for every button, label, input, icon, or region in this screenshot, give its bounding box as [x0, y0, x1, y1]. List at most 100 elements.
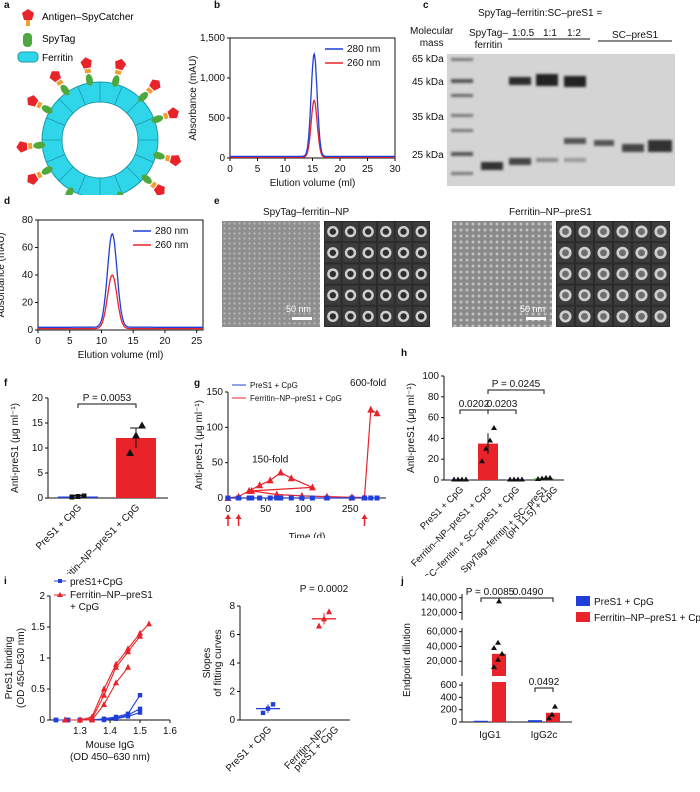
data-point: [316, 622, 322, 629]
legend-label: 260 nm: [155, 240, 188, 251]
legend-marker: [57, 592, 63, 597]
y-tick-label: 2: [39, 591, 45, 602]
significance-bracket: [77, 403, 137, 408]
x-tick-label: 250: [342, 504, 359, 515]
y-tick-label: 1,000: [200, 73, 225, 84]
particle-core: [329, 228, 337, 235]
data-point: [547, 474, 553, 480]
antigen-mark: [149, 79, 161, 91]
y-tick-label: 60: [428, 413, 440, 424]
ferritin-ring: [16, 57, 182, 195]
particle-core: [382, 313, 390, 320]
y-tick-label: 40: [22, 270, 34, 281]
particle-core: [638, 270, 645, 278]
p-value: 0.0492: [529, 677, 560, 688]
data-point: [549, 711, 555, 717]
particle-core: [382, 292, 390, 299]
fold-annotation: 600-fold: [350, 378, 386, 389]
data-point: [249, 495, 255, 501]
mass-45: 45 kDa: [412, 77, 444, 88]
data-point: [267, 495, 273, 501]
ferritin-subunit-line: [77, 86, 86, 106]
data-point: [53, 717, 59, 723]
ferritin-subunit-line: [58, 98, 74, 114]
ferritin-subunit-line: [126, 98, 142, 114]
x-tick-label: 1.5: [133, 726, 147, 737]
mass-35: 35 kDa: [412, 112, 444, 123]
p-value: 0.0202: [459, 399, 490, 410]
particle-core: [400, 249, 407, 256]
data-point: [138, 421, 146, 429]
antigen-mark: [115, 58, 127, 71]
chart-d: 0 5 10 15 20 25 0 20 40 60 80 Elution volume (ml) Ab…: [0, 215, 204, 361]
spycatcher-mark: [36, 171, 43, 179]
ferritin-schematic: Antigen–SpyCatcher SpyTag Ferritin: [16, 9, 182, 195]
data-point: [101, 717, 107, 723]
data-point: [236, 495, 242, 501]
p-value: P = 0.0002: [300, 584, 349, 595]
category-label: IgG1: [479, 730, 501, 741]
x-tick-label: 20: [159, 336, 171, 347]
particle-core: [562, 270, 569, 278]
scale-bar-label: 50 nm: [286, 304, 312, 314]
data-point: [349, 495, 355, 501]
data-point: [487, 437, 493, 443]
y-tick-label: 60: [22, 243, 34, 254]
particle-core: [417, 313, 425, 320]
x-tick-label: 10: [279, 164, 291, 175]
em-image-ferritin: 50 nm: [452, 221, 552, 327]
y-tick-label: 0: [39, 715, 45, 726]
particle-core: [638, 312, 645, 320]
y-tick-label: 2: [229, 687, 235, 698]
y-tick-label: 60,000: [426, 627, 457, 638]
x-tick-label: 50: [260, 504, 272, 515]
panel-label-c: c: [423, 0, 429, 11]
legend-swatch: [576, 596, 590, 606]
particle-core: [581, 249, 588, 257]
data-point: [519, 476, 525, 482]
x-tick-label: 15: [128, 336, 140, 347]
x-tick-label: 0: [227, 164, 233, 175]
spytag-mark: [41, 105, 53, 114]
y-tick-label: 1,500: [200, 33, 225, 44]
significance-bracket: [480, 597, 500, 602]
data-point: [491, 644, 497, 650]
data-point: [225, 495, 231, 501]
y-axis-label: Absorbance (mAU): [0, 232, 7, 317]
x-axis-label: Elution volume (ml): [78, 350, 164, 361]
immunization-arrowhead: [235, 514, 242, 519]
mass-25: 25 kDa: [412, 150, 444, 161]
y-tick-label: 100: [422, 371, 439, 382]
particle-core: [562, 312, 569, 320]
x-tick-label: 25: [191, 336, 203, 347]
particle-core: [581, 291, 588, 299]
legend-antigen: Antigen–SpyCatcher: [42, 12, 134, 23]
data-point: [507, 476, 513, 482]
y-tick-label: 100: [206, 422, 223, 433]
spycatcher-mark: [28, 142, 33, 150]
antigen-mark: [27, 173, 39, 185]
antigen-mark: [80, 57, 92, 69]
y-tick-label: 8: [229, 601, 235, 612]
y-axis-label: PreS1 binding: [4, 637, 15, 700]
legend-label: 280 nm: [347, 44, 380, 55]
immunization-arrowhead: [225, 514, 231, 519]
y-axis-label: of fitting curves: [213, 629, 224, 696]
particle-core: [400, 313, 407, 320]
gel-mass-title: Molecular mass: [410, 26, 453, 50]
gel-band: [509, 158, 531, 165]
legend-label: PreS1 + CpG: [594, 597, 654, 608]
ladder-band: [451, 94, 473, 97]
class-average-grid: [324, 221, 430, 327]
antigen-mark: [49, 71, 61, 83]
gel-band: [622, 144, 644, 152]
particle-core: [347, 270, 354, 278]
spytag-mark: [116, 191, 125, 195]
y-tick-label: 0: [433, 475, 439, 486]
significance-bracket: [487, 409, 517, 414]
series-line: [230, 51, 395, 158]
legend-label: Ferritin–NP–preS1: [70, 590, 153, 601]
data-point: [324, 495, 330, 501]
category-label: IgG2c: [531, 730, 558, 741]
